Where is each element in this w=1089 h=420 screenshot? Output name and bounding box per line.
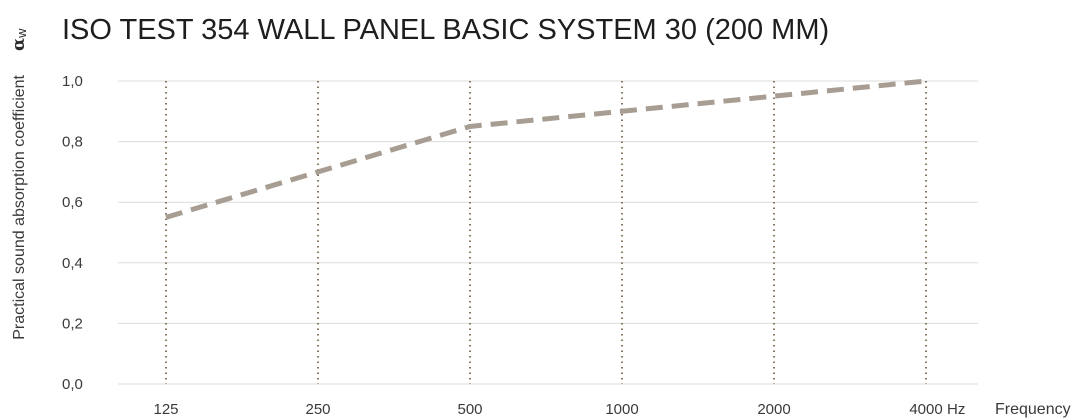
- x-tick-labels: 125 250 500 1000 2000 4000: [153, 401, 942, 418]
- axis-labels: Hz Frequency Practical sound absorption co…: [9, 28, 1071, 418]
- x-tick-label: 250: [305, 401, 330, 418]
- x-axis-label: Frequency: [995, 401, 1071, 418]
- series-polyline: [165, 78, 927, 220]
- series-line: [165, 78, 927, 220]
- x-tick-label: 4000: [909, 401, 942, 418]
- x-unit-label: Hz: [947, 401, 965, 418]
- y-tick-label: 0,8: [62, 134, 83, 151]
- y-tick-label: 0,2: [62, 315, 83, 332]
- y-tick-label: 1,0: [62, 73, 83, 90]
- x-tick-label: 2000: [757, 401, 790, 418]
- y-tick-label: 0,6: [62, 194, 83, 211]
- y-axis-label: Practical sound absorption coefficient: [11, 74, 28, 339]
- x-tick-label: 125: [153, 401, 178, 418]
- chart-title: ISO TEST 354 WALL PANEL BASIC SYSTEM 30 …: [62, 14, 830, 46]
- y-tick-label: 0,4: [62, 255, 83, 272]
- y-axis-symbol: αw: [9, 28, 29, 51]
- vertical-gridlines: [165, 81, 927, 384]
- y-tick-labels: 0,0 0,2 0,4 0,6 0,8 1,0: [62, 73, 83, 393]
- horizontal-gridlines: [118, 80, 978, 385]
- x-tick-label: 500: [457, 401, 482, 418]
- x-tick-label: 1000: [605, 401, 638, 418]
- y-tick-label: 0,0: [62, 376, 83, 393]
